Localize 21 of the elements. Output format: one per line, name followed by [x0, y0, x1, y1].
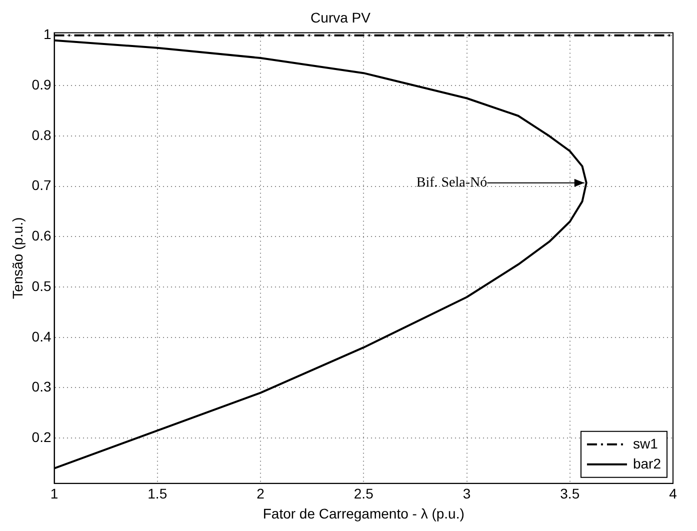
y-axis-title: Tensão (p.u.)	[9, 217, 26, 299]
y-tick-label: 1	[43, 26, 52, 42]
x-tick-label: 3.5	[560, 486, 580, 502]
legend-label: bar2	[632, 455, 662, 472]
chart-title: Curva PV	[310, 9, 372, 26]
y-tick-label: 0.3	[32, 378, 52, 395]
y-tick-label: 0.7	[32, 177, 52, 194]
y-tick-label: 0.4	[32, 328, 52, 344]
y-tick-label: 0.5	[32, 278, 52, 294]
annotation: Bif. Sela-Nó	[416, 176, 488, 191]
y-tick-label: 0.6	[32, 228, 52, 244]
x-tick-label: 3	[462, 486, 471, 502]
x-tick-label: 2.5	[354, 486, 374, 502]
x-axis-title: Fator de Carregamento - λ (p.u.)	[262, 505, 464, 522]
y-tick-label: 0.8	[32, 126, 52, 143]
y-tick-label: 0.9	[32, 76, 52, 93]
x-tick-label: 4	[669, 486, 678, 502]
x-tick-label: 1.5	[148, 486, 168, 502]
y-tick-label: 0.2	[32, 428, 52, 445]
legend-label: sw1	[632, 435, 658, 452]
x-tick-label: 2	[256, 486, 265, 502]
